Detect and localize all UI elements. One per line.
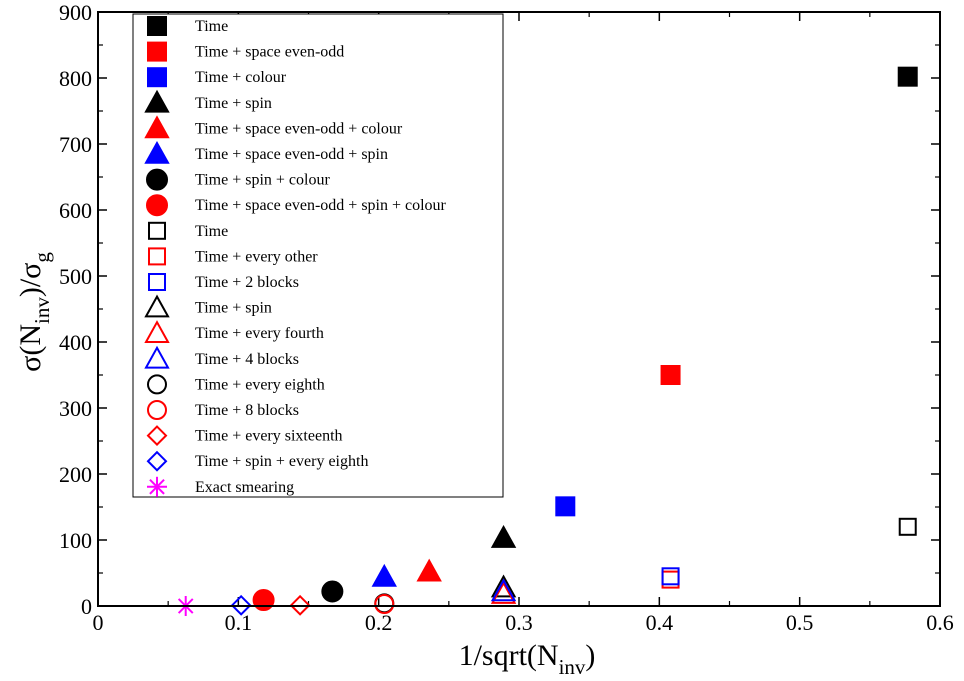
data-point-triangle bbox=[416, 558, 442, 582]
data-point-triangle bbox=[371, 563, 397, 587]
legend-marker-triangle bbox=[144, 89, 170, 113]
data-point-circle bbox=[374, 594, 395, 615]
data-point-triangle bbox=[490, 581, 517, 604]
legend-label: Time + spin bbox=[195, 300, 272, 317]
legend-marker-circle bbox=[146, 168, 168, 191]
legend-label: Time + spin + every eighth bbox=[195, 453, 368, 470]
legend-label: Time + space even-odd + spin bbox=[195, 146, 388, 163]
legend-label: Time bbox=[195, 18, 228, 35]
data-point-square bbox=[898, 517, 917, 536]
legend: Time Time + space even-odd Time + colour Ti… bbox=[132, 13, 504, 498]
y-tick-label: 100 bbox=[59, 528, 92, 553]
data-point-diamond bbox=[230, 594, 252, 616]
legend-marker-diamond bbox=[146, 425, 168, 447]
legend-marker-triangle bbox=[144, 320, 170, 343]
y-tick-label: 500 bbox=[59, 264, 92, 289]
legend-items: Time Time + space even-odd Time + colour Ti… bbox=[144, 16, 447, 497]
legend-marker-triangle bbox=[144, 345, 170, 369]
legend-label: Time + colour bbox=[195, 69, 287, 86]
y-tick-label: 400 bbox=[59, 330, 92, 355]
data-point-square bbox=[660, 365, 681, 385]
y-tick-label: 0 bbox=[81, 594, 92, 619]
axis-ticks: 0 0.1 0.2 0.3 0.4 0.5 0.6 0 100 200 300 400 500 600 70… bbox=[59, 0, 954, 635]
legend-marker-square bbox=[148, 221, 166, 240]
legend-label: Time + spin bbox=[195, 95, 272, 112]
legend-label: Time + 4 blocks bbox=[195, 351, 299, 368]
y-axis-title: σ(Ninv)/σg bbox=[14, 252, 54, 372]
data-point-circle bbox=[252, 589, 275, 612]
x-axis-title: 1/sqrt(Ninv) bbox=[459, 639, 596, 679]
x-tick-label: 0.2 bbox=[365, 610, 393, 635]
y-tick-label: 700 bbox=[59, 132, 92, 157]
legend-marker-square bbox=[147, 16, 167, 36]
legend-marker-circle bbox=[147, 400, 167, 420]
data-point-triangle bbox=[490, 524, 517, 548]
legend-marker-diamond bbox=[146, 450, 168, 472]
legend-marker-triangle bbox=[144, 294, 170, 318]
legend-marker-circle bbox=[146, 194, 168, 217]
legend-label: Time + every eighth bbox=[195, 376, 325, 393]
legend-label: Time + space even-odd bbox=[195, 44, 344, 61]
plot-frame bbox=[97, 11, 941, 607]
legend-label: Exact smearing bbox=[195, 479, 294, 496]
legend-box bbox=[132, 13, 504, 498]
legend-label: Time bbox=[195, 223, 228, 240]
legend-label: Time + 8 blocks bbox=[195, 402, 299, 419]
y-tick-label: 600 bbox=[59, 198, 92, 223]
data-point-square bbox=[897, 66, 918, 87]
legend-label: Time + every sixteenth bbox=[195, 428, 343, 445]
data-point-triangle bbox=[490, 574, 517, 598]
x-tick-label: 0 bbox=[93, 610, 104, 635]
x-tick-label: 0.1 bbox=[225, 610, 253, 635]
legend-marker-square bbox=[147, 67, 167, 88]
x-tick-label: 0.6 bbox=[926, 610, 954, 635]
legend-marker-square bbox=[147, 41, 167, 62]
legend-marker-circle bbox=[147, 374, 167, 395]
data-point-circle bbox=[321, 580, 344, 603]
legend-label: Time + every fourth bbox=[195, 325, 324, 342]
legend-label: Time + every other bbox=[195, 248, 318, 265]
y-tick-label: 300 bbox=[59, 396, 92, 421]
legend-label: Time + spin + colour bbox=[195, 172, 330, 189]
x-tick-label: 0.3 bbox=[505, 610, 533, 635]
data-point-triangle bbox=[490, 578, 517, 602]
legend-label: Time + 2 blocks bbox=[195, 274, 299, 291]
legend-label: Time + space even-odd + spin + colour bbox=[195, 197, 447, 214]
legend-label: Time + space even-odd + colour bbox=[195, 120, 403, 137]
x-tick-label: 0.5 bbox=[786, 610, 814, 635]
legend-marker-triangle bbox=[144, 140, 170, 164]
legend-marker-asterisk bbox=[147, 476, 167, 497]
legend-marker-triangle bbox=[144, 115, 170, 139]
legend-marker-square bbox=[148, 247, 166, 266]
y-tick-label: 800 bbox=[59, 66, 92, 91]
x-tick-label: 0.4 bbox=[646, 610, 674, 635]
legend-marker-square bbox=[148, 273, 166, 291]
y-tick-label: 900 bbox=[59, 0, 92, 25]
data-point-diamond bbox=[289, 594, 311, 616]
data-point-square bbox=[555, 496, 576, 517]
data-point-square bbox=[661, 567, 680, 586]
y-tick-label: 200 bbox=[59, 462, 92, 487]
